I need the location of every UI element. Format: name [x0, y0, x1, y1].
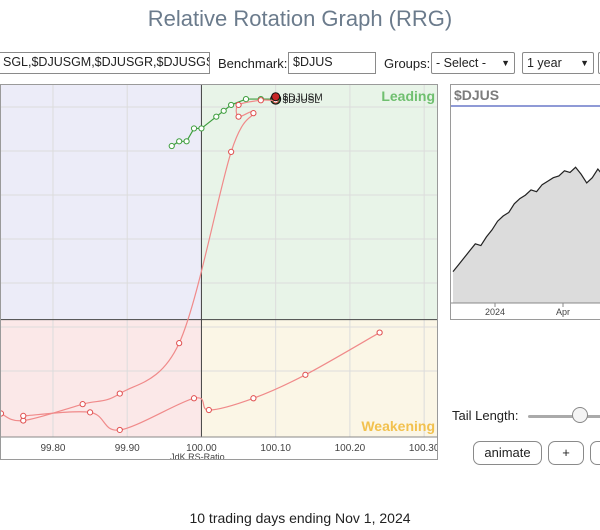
series-point: [376, 329, 383, 336]
groups-select[interactable]: - Select - ▼: [431, 52, 515, 74]
x-tick-label: 99.90: [115, 443, 140, 454]
series-point: [235, 101, 242, 109]
series-point: [198, 125, 205, 132]
extra-select[interactable]: [598, 52, 600, 74]
series-point: [228, 101, 235, 109]
page-title: Relative Rotation Graph (RRG): [147, 6, 453, 31]
groups-select-value: - Select -: [436, 56, 487, 70]
chevron-down-icon: ▼: [501, 58, 510, 68]
series-point: [190, 125, 198, 132]
x-tick-label: 100.20: [335, 443, 366, 454]
mini-tick-label: Apr: [556, 307, 570, 317]
series-point: [20, 412, 27, 419]
series-point: [235, 113, 242, 120]
quadrant-lagging: [1, 319, 202, 437]
quadrant-leading: [201, 85, 437, 320]
series-point: [176, 138, 183, 145]
series-point: [205, 406, 212, 414]
series-point: [257, 97, 264, 104]
chevron-down-icon: ▼: [580, 58, 589, 68]
animate-button[interactable]: animate: [473, 441, 542, 465]
controls-bar: SGL,$DJUSGM,$DJUSGR,$DJUSGS Benchmark: $…: [0, 52, 600, 78]
x-tick-label: 100.10: [260, 443, 291, 454]
rrg-svg: Leading Weakening 99.80 99.90 100.00 100.10 10…: [1, 85, 438, 460]
rrg-chart: Leading Weakening 99.80 99.90 100.00 100.10 10…: [0, 84, 438, 460]
series-point: [302, 371, 309, 378]
series-point: [242, 95, 250, 103]
period-select[interactable]: 1 year ▼: [522, 52, 594, 74]
benchmark-input[interactable]: $DJUS: [288, 52, 376, 74]
tail-length-label: Tail Length:: [452, 408, 519, 423]
series-point: [116, 426, 123, 434]
series-point: [190, 395, 198, 402]
series-label: $DJUSL: [283, 95, 321, 106]
groups-label: Groups:: [384, 56, 431, 71]
footer-caption: 10 trading days ending Nov 1, 2024: [189, 510, 411, 526]
symbols-input[interactable]: SGL,$DJUSGM,$DJUSGR,$DJUSGS: [0, 52, 210, 74]
series-point: [116, 390, 123, 397]
x-axis-label: JdK RS-Ratio: [170, 452, 225, 460]
x-tick-label: 100.00: [186, 443, 217, 454]
series-point: [168, 142, 175, 150]
benchmark-mini-chart: $DJUS 2024 Apr: [450, 84, 600, 320]
series-label: $DJUSM: [283, 93, 323, 104]
series-point: [213, 113, 220, 120]
mini-area: [453, 167, 600, 303]
series-point: [220, 107, 227, 114]
mini-chart-symbol: $DJUS: [454, 87, 499, 103]
quadrant-improving: [1, 85, 202, 320]
series-point: [1, 410, 5, 417]
mini-svg: $DJUS 2024 Apr: [451, 87, 600, 317]
minus-button[interactable]: [590, 441, 600, 465]
quadrant-label-weakening: Weakening: [361, 418, 435, 434]
series-point: [86, 409, 94, 416]
tail-length-slider[interactable]: [572, 407, 588, 423]
series-head-marker[interactable]: [271, 92, 281, 102]
quadrant-label-leading: Leading: [381, 88, 435, 104]
quadrant-weakening: [201, 319, 437, 437]
period-select-value: 1 year: [527, 56, 562, 70]
x-tick-label: 100.30: [409, 443, 438, 454]
mini-price-line: [452, 166, 600, 273]
benchmark-label: Benchmark:: [218, 56, 288, 71]
tail-length-track[interactable]: [528, 415, 600, 418]
series-point: [183, 138, 190, 145]
plus-button[interactable]: +: [548, 441, 584, 465]
x-tick-label: 99.80: [40, 443, 65, 454]
series-point: [250, 395, 257, 402]
series-point: [228, 148, 235, 155]
mini-tick-label: 2024: [485, 307, 505, 317]
series-point: [176, 340, 183, 347]
series-point: [79, 401, 86, 408]
series-point: [250, 110, 257, 117]
